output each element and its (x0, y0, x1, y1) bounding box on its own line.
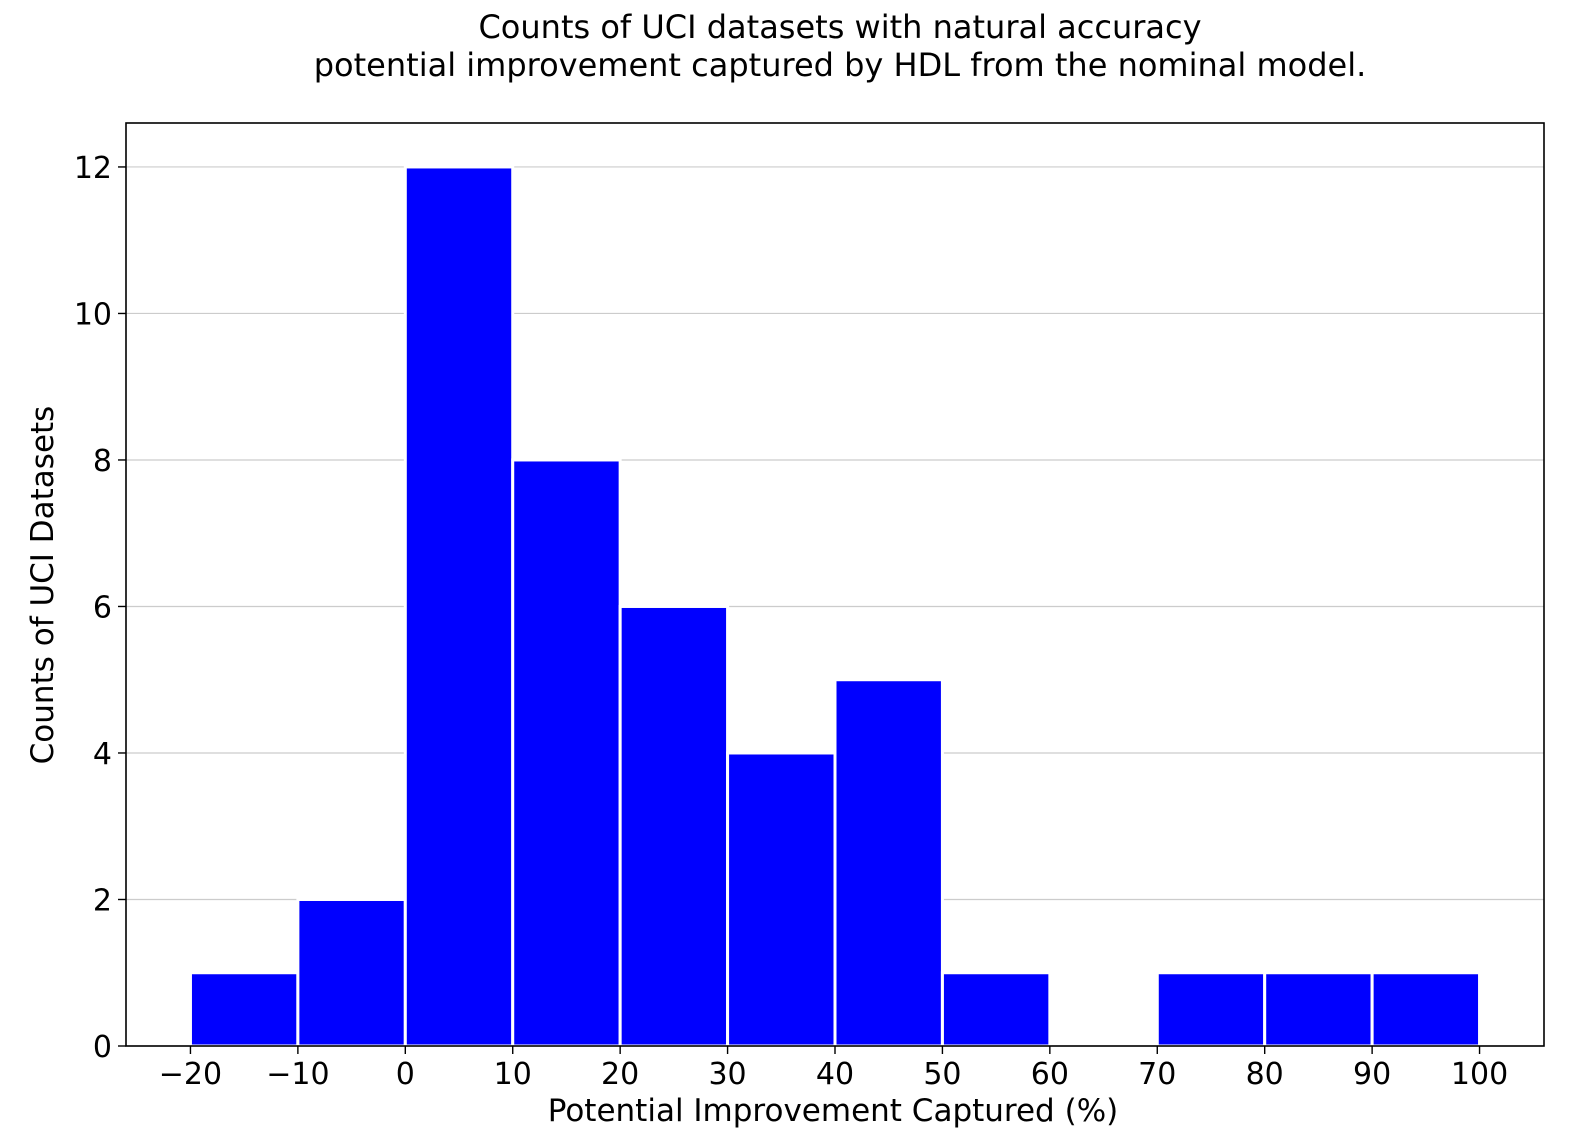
y-axis-label: Counts of UCI Datasets (25, 406, 61, 765)
bar-1 (296, 897, 407, 1048)
bar-7 (940, 971, 1052, 1048)
y-tick-label-1: 2 (93, 883, 112, 918)
y-tick-label-6: 12 (74, 151, 112, 186)
x-tick-label-2: 0 (396, 1057, 415, 1092)
y-tick-label-5: 10 (74, 297, 112, 332)
y-tick-label-4: 8 (93, 444, 112, 479)
x-tick-label-4: 20 (601, 1057, 639, 1092)
bar-11 (1370, 971, 1482, 1048)
x-tick-label-5: 30 (708, 1057, 746, 1092)
bar-2 (403, 165, 515, 1048)
bar-4 (618, 604, 730, 1048)
bar-0 (188, 971, 300, 1048)
x-tick-label-7: 50 (923, 1057, 961, 1092)
x-tick-label-1: −10 (266, 1057, 329, 1092)
y-tick-label-2: 4 (93, 737, 112, 772)
x-axis-label: Potential Improvement Captured (%) (548, 1093, 1119, 1129)
bars (188, 165, 1482, 1048)
x-axis-ticks: −20 −10 0 10 20 30 40 50 60 70 80 90 100 (159, 1046, 1508, 1092)
x-tick-label-0: −20 (159, 1057, 222, 1092)
y-tick-label-3: 6 (93, 590, 112, 625)
x-tick-label-9: 70 (1138, 1057, 1176, 1092)
x-tick-label-12: 100 (1451, 1057, 1508, 1092)
y-axis-ticks: 0 2 4 6 8 10 12 (74, 151, 126, 1065)
x-tick-label-11: 90 (1353, 1057, 1391, 1092)
chart-title-line-1: Counts of UCI datasets with natural accu… (478, 8, 1201, 46)
bar-6 (833, 678, 944, 1048)
bar-3 (511, 458, 622, 1048)
y-tick-label-0: 0 (93, 1030, 112, 1065)
bar-10 (1263, 971, 1374, 1048)
x-tick-label-3: 10 (494, 1057, 532, 1092)
x-tick-label-6: 40 (816, 1057, 854, 1092)
bar-5 (726, 751, 837, 1048)
bar-9 (1155, 971, 1267, 1048)
x-tick-label-10: 80 (1246, 1057, 1284, 1092)
chart-title-line-2: potential improvement captured by HDL fr… (314, 46, 1367, 84)
x-tick-label-8: 60 (1031, 1057, 1069, 1092)
